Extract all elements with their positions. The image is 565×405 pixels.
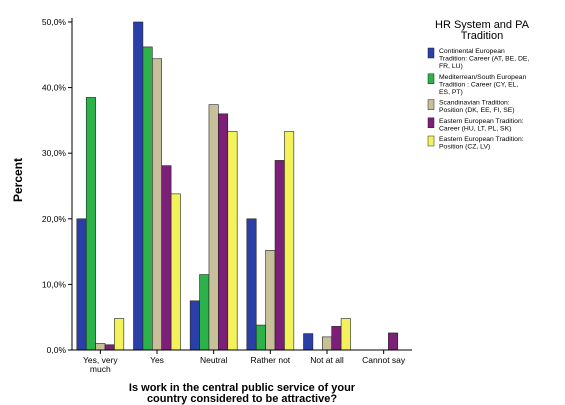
y-axis-label: Percent bbox=[11, 158, 25, 202]
legend: HR System and PA Tradition Continental Eu… bbox=[427, 19, 530, 151]
x-tick-label: much bbox=[90, 364, 111, 374]
bar bbox=[321, 336, 332, 351]
x-tick-label: Not at all bbox=[310, 355, 344, 365]
legend-swatch bbox=[427, 135, 435, 147]
y-tick-label: 10,0% bbox=[42, 279, 67, 289]
legend-label: Eastern European Tradition: Position (CZ,… bbox=[439, 136, 524, 151]
bar bbox=[114, 318, 125, 351]
y-tick-label: 0,0% bbox=[47, 345, 67, 355]
y-tick-label: 30,0% bbox=[42, 148, 67, 158]
legend-label: Scandinavian Tradition: Position (DK, EE,… bbox=[439, 100, 515, 115]
bar bbox=[189, 300, 200, 351]
bar bbox=[104, 344, 115, 351]
x-tick-label: Neutral bbox=[200, 355, 228, 365]
bar bbox=[95, 343, 106, 351]
bar bbox=[274, 160, 285, 351]
bar bbox=[303, 333, 314, 351]
bar bbox=[142, 46, 153, 351]
bar bbox=[152, 58, 163, 351]
x-axis-label: Is work in the central public service of… bbox=[129, 382, 356, 405]
x-tick-label: Yes, very bbox=[83, 355, 118, 365]
x-tick-label: Cannot say bbox=[362, 355, 406, 365]
y-ticks-group: 0,0% 10,0% 20,0% 30,0% 40,0% 50,0% bbox=[42, 17, 72, 355]
legend-swatch bbox=[427, 47, 435, 59]
y-tick-label: 40,0% bbox=[42, 83, 67, 93]
bar bbox=[388, 332, 399, 351]
bar bbox=[227, 131, 238, 351]
bar bbox=[265, 249, 276, 351]
bar bbox=[133, 21, 144, 351]
legend-label: Mediterrean/South European Tradition : Ca… bbox=[439, 74, 527, 96]
legend-swatch bbox=[427, 117, 435, 129]
plot-area bbox=[72, 18, 412, 350]
legend-swatch bbox=[427, 99, 435, 110]
bar bbox=[218, 113, 229, 351]
legend-items: Continental European Tradition: Career (A… bbox=[427, 47, 529, 151]
bar bbox=[331, 326, 342, 351]
legend-label: Continental European Tradition: Career (A… bbox=[439, 48, 529, 70]
x-tick-label: Yes bbox=[150, 355, 164, 365]
bar bbox=[284, 131, 295, 351]
bar bbox=[208, 104, 219, 351]
bar bbox=[199, 274, 210, 351]
legend-swatch bbox=[427, 73, 435, 85]
x-tick-label: Rather not bbox=[250, 355, 290, 365]
legend-title: HR System and PA Tradition bbox=[435, 19, 530, 42]
bar bbox=[85, 97, 96, 351]
bar bbox=[255, 324, 266, 351]
bar bbox=[76, 218, 87, 351]
y-tick-label: 50,0% bbox=[42, 17, 67, 27]
bar bbox=[246, 218, 257, 351]
y-tick-label: 20,0% bbox=[42, 214, 67, 224]
bar bbox=[170, 193, 181, 351]
bar bbox=[161, 165, 172, 351]
legend-label: Eastern European Tradition: Career (HU, L… bbox=[439, 118, 524, 133]
bar bbox=[340, 318, 351, 351]
